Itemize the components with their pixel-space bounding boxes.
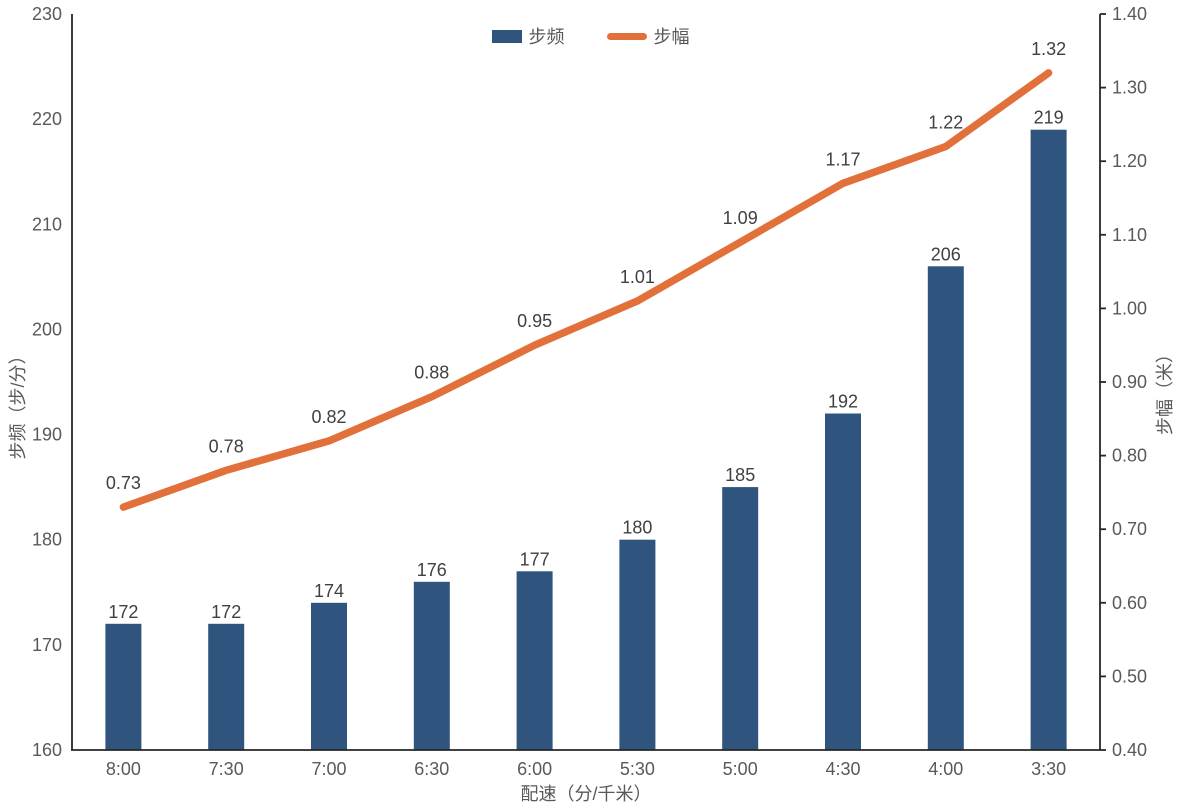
bar-4:00 [927, 266, 964, 750]
bar-3:30 [1030, 129, 1067, 750]
bar-value-label: 176 [417, 560, 447, 580]
y-left-tick-label: 190 [32, 425, 62, 445]
x-tick-label: 5:00 [723, 759, 758, 779]
legend-item-cadence: 步频 [491, 23, 565, 49]
y-axis-title-right: 步幅（米） [1155, 345, 1175, 435]
bar-5:30 [619, 539, 656, 750]
x-tick-label: 6:00 [517, 759, 552, 779]
y-right-tick-label: 0.90 [1112, 372, 1147, 392]
bar-value-label: 192 [828, 392, 858, 412]
y-axis-title-left: 步频（步/分） [8, 346, 28, 460]
y-right-tick-label: 1.00 [1112, 298, 1147, 318]
y-left-tick-label: 170 [32, 635, 62, 655]
bar-7:30 [208, 623, 245, 750]
y-left-tick-label: 180 [32, 530, 62, 550]
y-left-tick-label: 160 [32, 740, 62, 760]
x-tick-label: 4:30 [825, 759, 860, 779]
x-axis-title: 配速（分/千米） [520, 784, 652, 804]
y-right-tick-label: 1.10 [1112, 225, 1147, 245]
legend-label-stride: 步幅 [653, 27, 690, 47]
line-value-label: 0.95 [517, 311, 552, 331]
line-value-label: 0.78 [209, 436, 244, 456]
y-left-tick-label: 220 [32, 109, 62, 129]
x-tick-label: 6:30 [414, 759, 449, 779]
bar-value-label: 206 [931, 244, 961, 264]
x-tick-label: 8:00 [106, 759, 141, 779]
bar-6:30 [413, 581, 450, 750]
line-value-label: 1.17 [825, 149, 860, 169]
bar-8:00 [105, 623, 142, 750]
bar-4:30 [825, 413, 861, 750]
legend: 步频 步幅 [491, 23, 690, 49]
y-left-tick-label: 200 [32, 319, 62, 339]
x-tick-label: 5:30 [620, 759, 655, 779]
y-right-tick-label: 1.40 [1112, 4, 1147, 24]
bar-value-label: 174 [314, 581, 344, 601]
y-right-tick-label: 0.50 [1112, 666, 1147, 686]
line-value-label: 0.82 [311, 407, 346, 427]
stride-line [119, 69, 1053, 511]
bar-5:00 [722, 487, 759, 750]
y-right-tick-label: 0.80 [1112, 446, 1147, 466]
y-left-tick-label: 210 [32, 214, 62, 234]
y-right-tick-label: 1.30 [1112, 78, 1147, 98]
legend-label-cadence: 步频 [528, 27, 565, 47]
bar-value-label: 185 [725, 465, 755, 485]
bar-value-label: 172 [108, 602, 138, 622]
bar-value-label: 177 [520, 549, 550, 569]
bar-value-label: 172 [211, 602, 241, 622]
line-value-label: 1.22 [928, 113, 963, 133]
x-tick-label: 3:30 [1031, 759, 1066, 779]
y-right-tick-label: 0.60 [1112, 593, 1147, 613]
bar-7:00 [311, 602, 347, 750]
stride-line-swatch-icon [606, 32, 647, 40]
bar-value-label: 219 [1034, 108, 1064, 128]
legend-item-stride: 步幅 [606, 23, 690, 49]
line-value-label: 1.09 [723, 208, 758, 228]
y-right-tick-label: 0.40 [1112, 740, 1147, 760]
line-value-label: 1.32 [1031, 39, 1066, 59]
line-value-label: 1.01 [620, 267, 655, 287]
cadence-bar-swatch-icon [491, 29, 522, 43]
line-value-label: 0.73 [106, 473, 141, 493]
x-tick-label: 7:30 [209, 759, 244, 779]
bar-6:00 [516, 571, 553, 750]
y-right-tick-label: 0.70 [1112, 519, 1147, 539]
y-left-tick-label: 230 [32, 4, 62, 24]
x-tick-label: 7:00 [311, 759, 346, 779]
line-value-label: 0.88 [414, 363, 449, 383]
x-tick-label: 4:00 [928, 759, 963, 779]
bar-value-label: 180 [622, 518, 652, 538]
y-right-tick-label: 1.20 [1112, 151, 1147, 171]
